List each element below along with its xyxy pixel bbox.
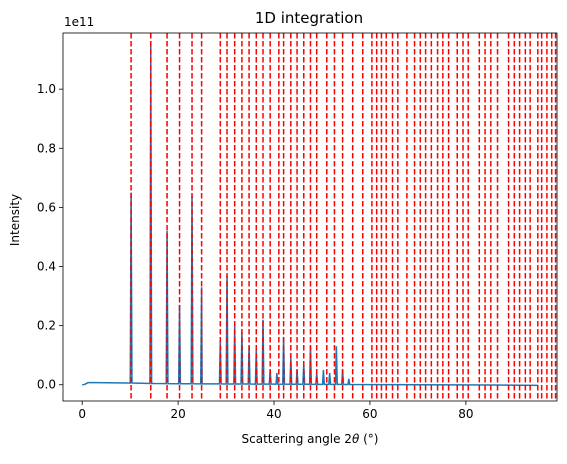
- x-tick-label-20: 20: [170, 407, 185, 421]
- y-tick-label-4: 0.8: [37, 141, 56, 155]
- chart-title: 1D integration: [255, 9, 363, 27]
- x-axis-label: Scattering angle 2θ (°): [242, 432, 379, 446]
- x-tick-label-40: 40: [266, 407, 281, 421]
- y-axis-label: Intensity: [8, 194, 22, 246]
- y-tick-label-3: 0.6: [37, 200, 56, 214]
- x-axis-label-theta: θ: [352, 432, 360, 446]
- y-tick-label-1: 0.2: [37, 319, 56, 333]
- y-offset-text: 1e11: [64, 15, 94, 29]
- intensity-series-line: [82, 44, 538, 387]
- x-tick-label-60: 60: [362, 407, 377, 421]
- plot-area: 0 20 40 60 80 0.0 0.2 0.4 0.6 0.8 1.0: [37, 32, 558, 421]
- axes-frame: [62, 32, 558, 402]
- x-axis-label-unit: (°): [359, 432, 378, 446]
- y-tick-label-5: 1.0: [37, 82, 56, 96]
- y-tick-label-0: 0.0: [37, 378, 56, 392]
- x-tick-label-80: 80: [458, 407, 473, 421]
- x-tick-label-0: 0: [78, 407, 86, 421]
- x-axis-label-prefix: Scattering angle 2: [242, 432, 352, 446]
- y-tick-label-2: 0.4: [37, 260, 56, 274]
